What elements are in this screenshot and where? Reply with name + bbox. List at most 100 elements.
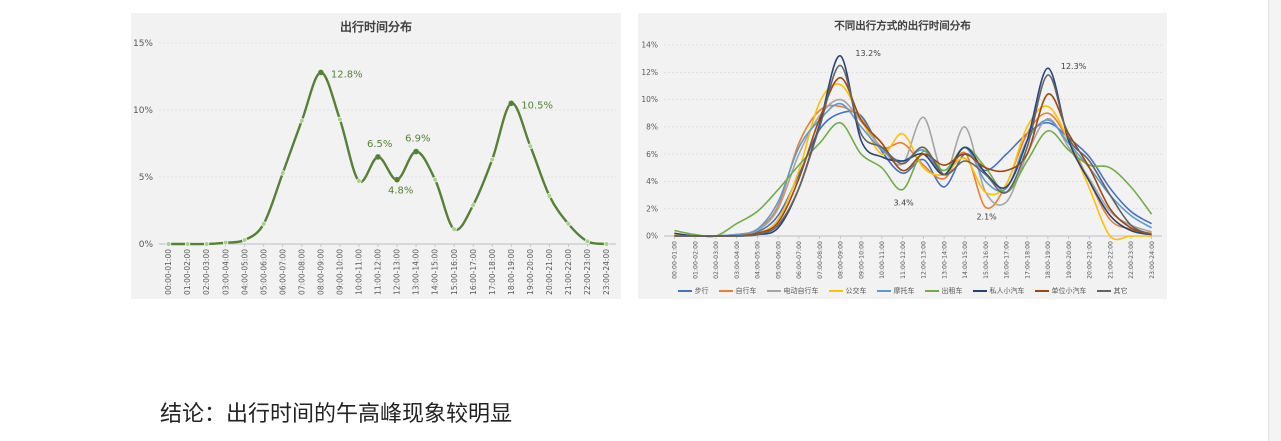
x-tick-label: 06:00-07:00 [278,249,287,295]
x-tick-label: 13:00-14:00 [941,241,948,279]
x-tick-label: 04:00-05:00 [755,241,762,279]
data-point [489,156,495,163]
legend-item: 摩托车 [876,286,915,296]
x-tick-label: 16:00-17:00 [469,249,478,295]
legend-label: 自行车 [735,287,757,295]
data-point [432,176,438,183]
x-tick-label: 12:00-13:00 [921,241,928,279]
data-label: 6.5% [367,139,392,150]
x-tick-label: 06:00-07:00 [796,241,803,279]
legend-swatch [924,290,939,292]
legend-label: 出租车 [941,287,963,295]
legend-item: 电动自行车 [766,286,819,296]
y-tick-label: 2% [646,204,658,213]
x-tick-label: 09:00-10:00 [336,249,345,295]
x-tick-label: 04:00-05:00 [240,249,249,295]
legend-swatch [972,290,987,292]
x-tick-label: 19:00-20:00 [1066,241,1073,279]
legend-swatch [1034,290,1049,292]
data-point-highlight [413,148,419,155]
vertical-scrollbar[interactable] [1268,0,1281,441]
y-tick-label: 10% [641,95,658,104]
chart-legend: 步行 自行车 电动自行车 公交车 摩托车 出租车 私人小汽车 单位小汽车 其它 [638,285,1167,297]
data-label: 2.1% [976,212,997,221]
data-label: 4.8% [388,186,413,197]
x-tick-label: 21:00-22:00 [1107,241,1114,279]
chart-panel-overall: 出行时间分布 0% 5% 10% 15% 00:00-01:00 01:00-02:00 0… [131,13,621,299]
legend-label: 摩托车 [893,287,915,295]
x-tick-label: 17:00-18:00 [488,249,497,295]
legend-swatch [718,290,733,292]
x-tick-label: 20:00-21:00 [1087,241,1094,279]
legend-item: 其它 [1096,286,1128,296]
conclusion-text: 结论：出行时间的午高峰现象较明显 [160,402,513,427]
legend-swatch [828,290,843,292]
y-tick-label: 12% [641,68,658,77]
x-tick-label: 14:00-15:00 [431,249,440,295]
legend-label: 单位小汽车 [1051,287,1087,295]
data-label: 10.5% [521,100,553,111]
x-tick-label: 14:00-15:00 [962,241,969,279]
x-tick-label: 18:00-19:00 [507,249,516,295]
x-tick-label: 08:00-09:00 [838,241,845,279]
legend-item: 步行 [677,286,709,296]
x-tick-label: 22:00-23:00 [1128,241,1135,279]
legend-label: 公交车 [845,287,867,295]
x-tick-label: 20:00-21:00 [545,249,554,295]
data-point [222,239,229,246]
data-label: 3.4% [893,199,914,208]
y-tick-label: 10% [133,106,153,116]
x-tick-label: 05:00-06:00 [775,241,782,279]
series-line [674,121,1153,238]
data-point [603,241,610,247]
data-point [261,221,267,227]
x-tick-label: 15:00-16:00 [983,241,990,279]
x-tick-label: 01:00-02:00 [183,249,192,295]
y-tick-label: 6% [646,150,658,159]
legend-item: 公交车 [828,286,867,296]
x-tick-label: 15:00-16:00 [450,249,459,295]
x-tick-label: 07:00-08:00 [817,241,824,279]
chart-title: 出行时间分布 [339,20,412,34]
x-tick-label: 02:00-03:00 [713,241,720,279]
x-tick-label: 23:00-24:00 [1149,241,1156,279]
data-point [184,241,191,247]
data-point [280,170,286,176]
x-tick-label: 10:00-11:00 [879,241,886,279]
legend-item: 自行车 [718,286,757,296]
chart-panel-by-mode: 不同出行方式的出行时间分布 0% 2% 4% 6% 8% 10% 12% 14% 00:00-0… [638,13,1167,299]
x-tick-label: 01:00-02:00 [692,241,699,279]
series-line [674,64,1152,237]
data-point [527,143,534,149]
x-tick-label: 07:00-08:00 [297,249,306,295]
x-tick-label: 10:00-11:00 [355,249,364,295]
data-point [451,226,457,232]
data-label: 12.8% [331,69,363,80]
data-point [337,116,343,123]
data-point [546,193,553,199]
data-point [241,237,248,243]
x-tick-label: 12:00-13:00 [393,249,402,295]
x-tick-label: 22:00-23:00 [583,249,592,295]
series-line [674,76,1152,238]
x-tick-label: 08:00-09:00 [316,249,325,295]
data-point-highlight [318,69,324,76]
data-point-highlight [394,176,400,183]
x-tick-label: 03:00-04:00 [221,249,230,295]
legend-label: 步行 [694,287,709,295]
legend-label: 电动自行车 [783,287,819,295]
overall-time-distribution-chart: 0% 5% 10% 15% 00:00-01:00 01:00-02:00 02:00-03… [133,39,616,295]
x-tick-label: 02:00-03:00 [202,249,211,295]
x-tick-label: 13:00-14:00 [412,249,421,295]
x-tick-label: 18:00-19:00 [1045,241,1052,279]
series-line [674,55,1152,238]
data-point-highlight [508,100,515,107]
y-tick-label: 0% [139,240,154,250]
legend-swatch [876,290,891,292]
data-label: 13.2% [855,49,881,58]
series-line [674,110,1153,237]
legend-label: 其它 [1113,287,1128,295]
legend-item: 单位小汽车 [1034,286,1087,296]
data-point-highlight [375,154,381,160]
legend-item: 私人小汽车 [972,286,1025,296]
